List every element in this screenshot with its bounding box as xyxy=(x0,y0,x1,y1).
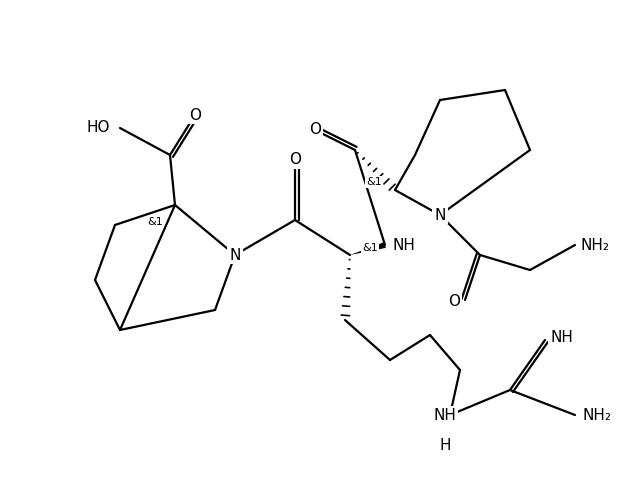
Text: O: O xyxy=(309,122,321,137)
Text: N: N xyxy=(435,207,445,223)
Text: NH: NH xyxy=(433,407,456,423)
Text: NH: NH xyxy=(393,238,416,253)
Text: &1: &1 xyxy=(147,217,163,227)
Text: O: O xyxy=(448,295,460,309)
Text: H: H xyxy=(439,438,451,453)
Text: O: O xyxy=(189,107,201,122)
Text: O: O xyxy=(289,152,301,168)
Text: &1: &1 xyxy=(362,243,378,253)
Text: NH: NH xyxy=(550,331,573,346)
Text: N: N xyxy=(229,247,241,263)
Polygon shape xyxy=(350,242,386,255)
Text: &1: &1 xyxy=(366,177,382,187)
Text: NH₂: NH₂ xyxy=(583,407,612,423)
Text: HO: HO xyxy=(86,120,110,135)
Text: NH₂: NH₂ xyxy=(580,238,609,253)
